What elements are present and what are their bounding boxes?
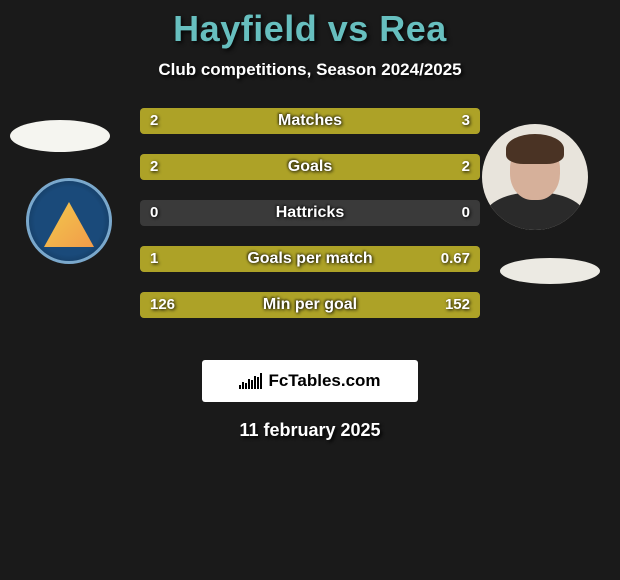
stat-value-right: 0.67	[441, 246, 470, 272]
stat-bars-container: 2Matches32Goals20Hattricks01Goals per ma…	[140, 108, 480, 338]
stat-value-right: 0	[462, 200, 470, 226]
stats-area: 2Matches32Goals20Hattricks01Goals per ma…	[0, 108, 620, 338]
stat-value-right: 152	[445, 292, 470, 318]
stat-row: 2Matches3	[140, 108, 480, 134]
stat-value-right: 2	[462, 154, 470, 180]
stat-row: 0Hattricks0	[140, 200, 480, 226]
stat-label: Hattricks	[140, 200, 480, 226]
stat-label: Min per goal	[140, 292, 480, 318]
stat-row: 126Min per goal152	[140, 292, 480, 318]
stat-row: 2Goals2	[140, 154, 480, 180]
stat-value-right: 3	[462, 108, 470, 134]
branding-text: FcTables.com	[268, 371, 380, 391]
stat-label: Goals	[140, 154, 480, 180]
branding-chart-icon	[239, 373, 262, 389]
stat-row: 1Goals per match0.67	[140, 246, 480, 272]
stat-label: Goals per match	[140, 246, 480, 272]
stat-label: Matches	[140, 108, 480, 134]
page-title: Hayfield vs Rea	[0, 0, 620, 50]
footer-date: 11 february 2025	[0, 420, 620, 441]
branding-badge: FcTables.com	[202, 360, 418, 402]
season-subtitle: Club competitions, Season 2024/2025	[0, 60, 620, 80]
